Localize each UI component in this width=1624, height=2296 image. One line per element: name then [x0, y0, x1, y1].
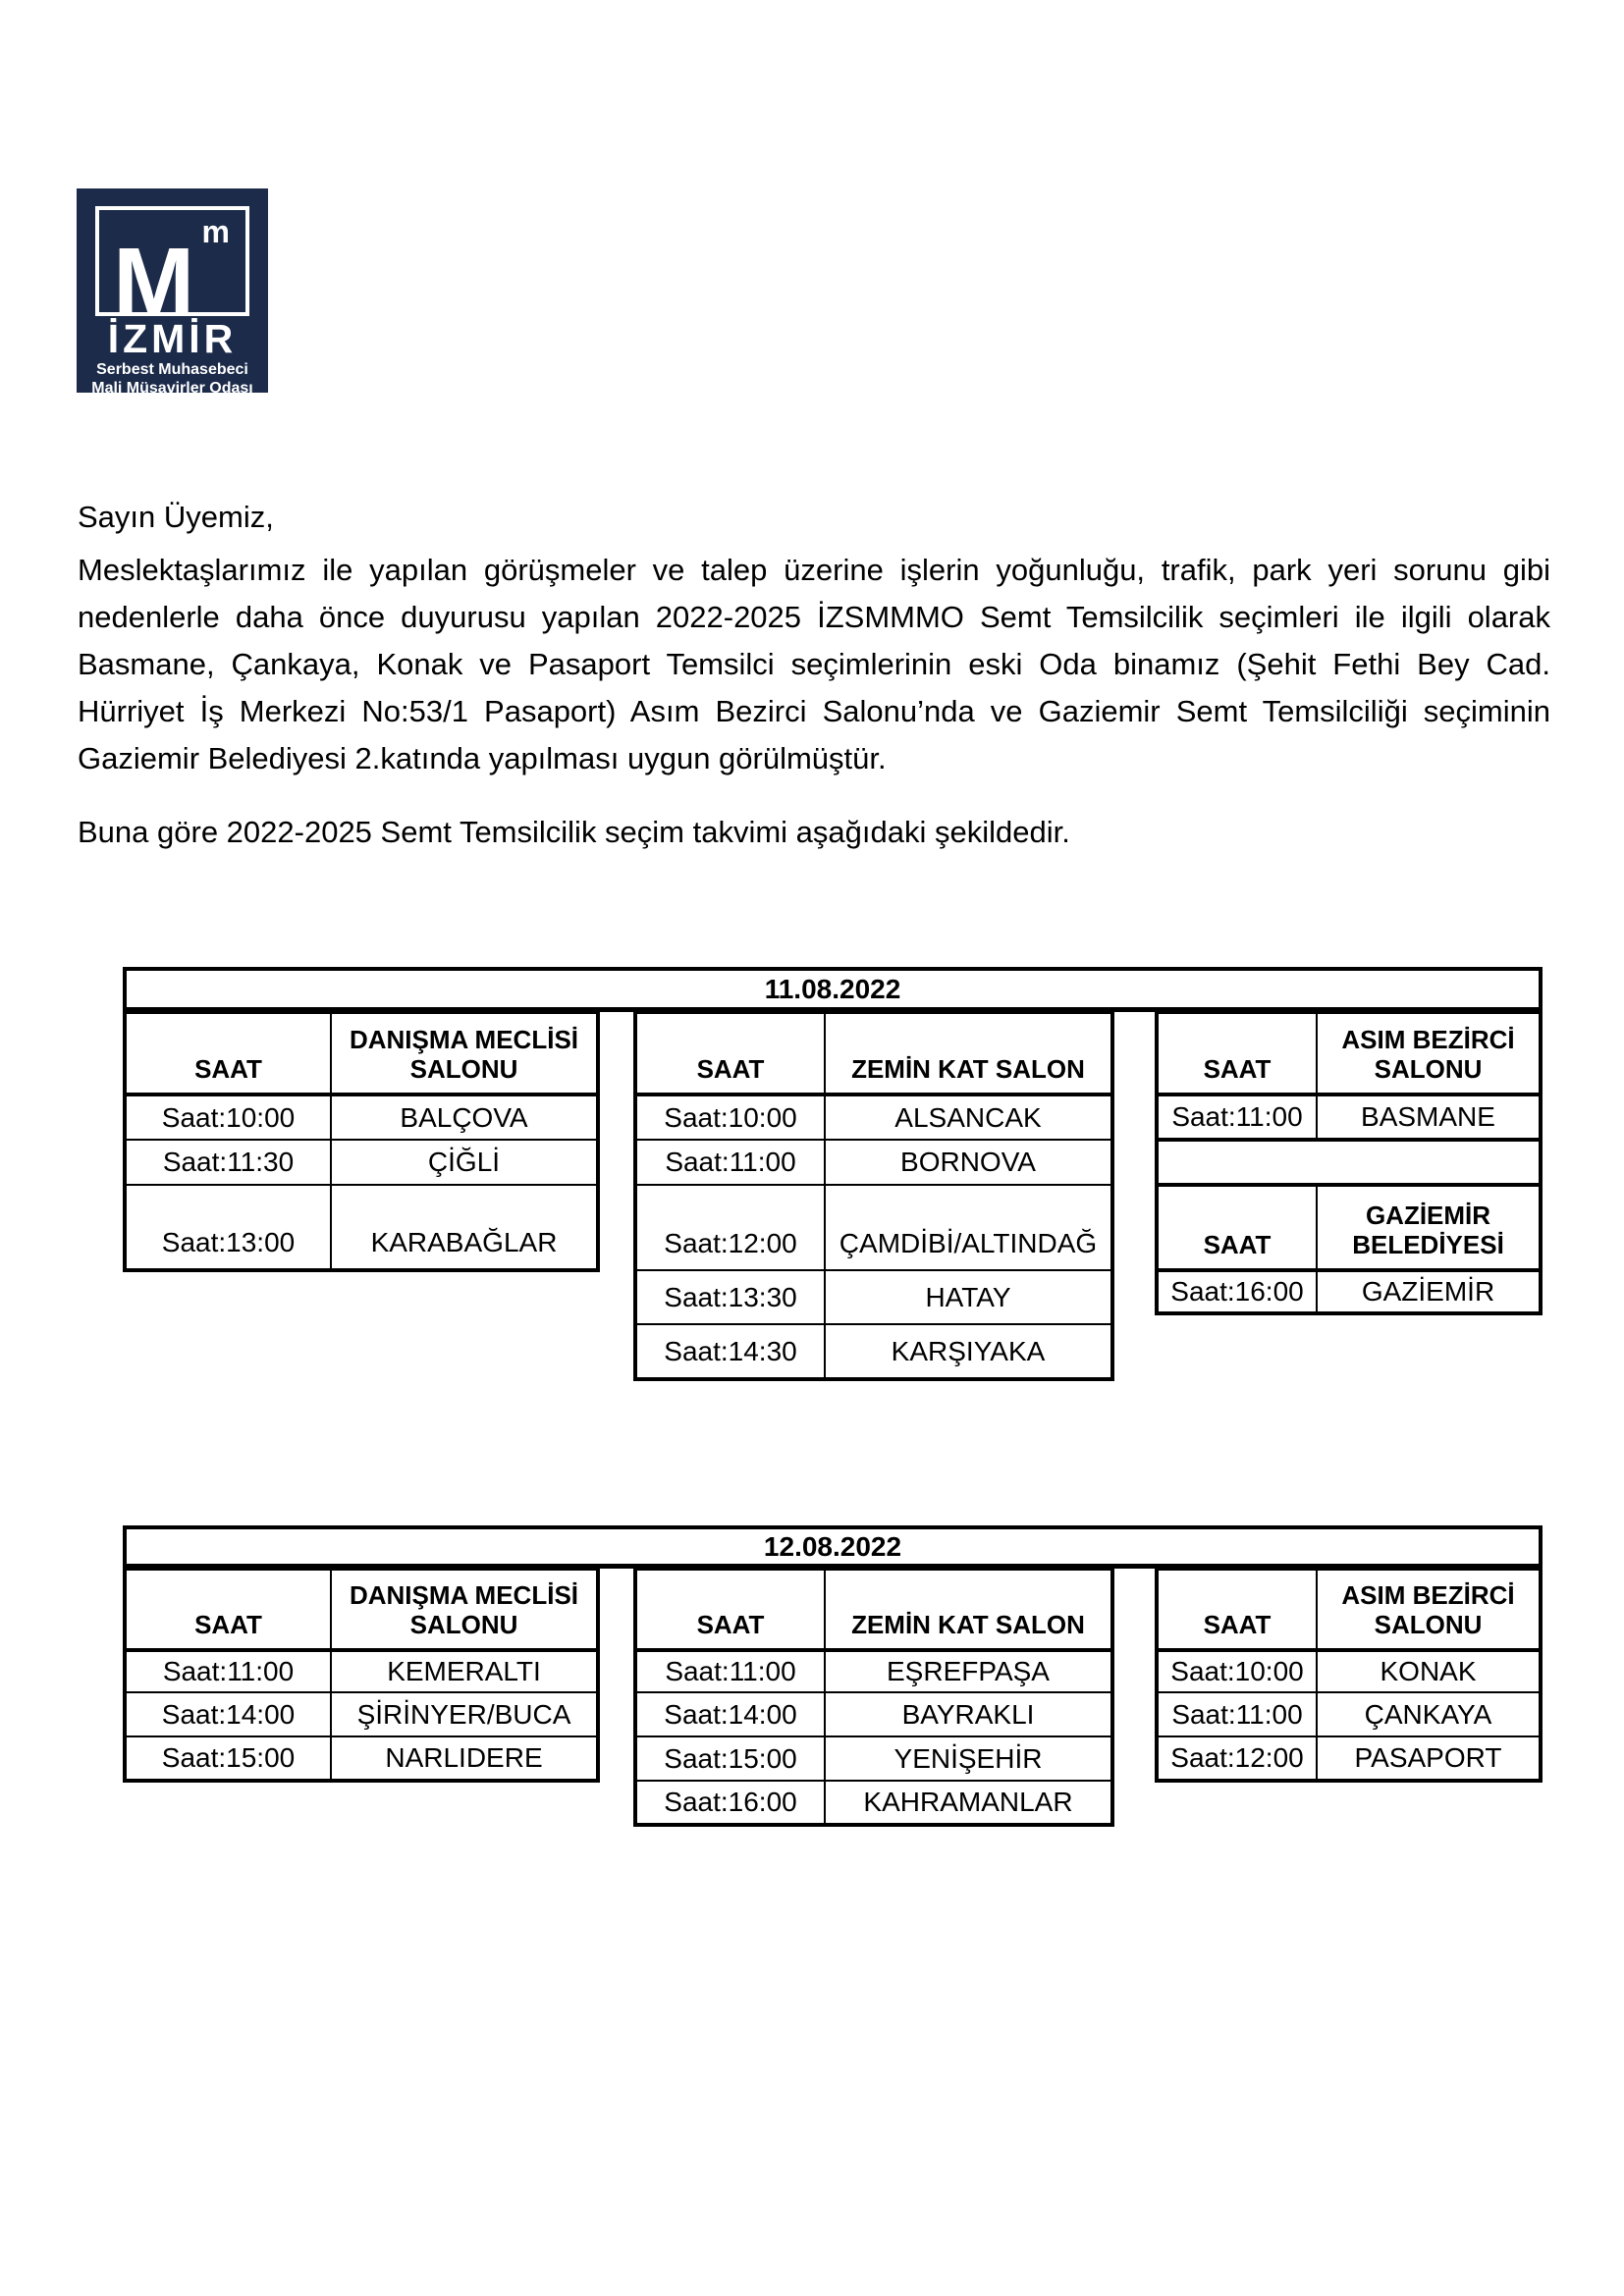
logo-monogram-frame: M m	[95, 206, 249, 332]
venue-cell: EŞREFPAŞA	[824, 1649, 1113, 1693]
time-cell: Saat:12:00	[1156, 1735, 1318, 1782]
time-cell: Saat:11:00	[1156, 1691, 1318, 1737]
logo-m-icon: M	[113, 228, 195, 338]
venue-column-header: DANIŞMA MECLİSİ SALONU	[330, 1012, 599, 1096]
time-cell: Saat:14:00	[634, 1691, 826, 1737]
venue-cell: BORNOVA	[824, 1139, 1113, 1186]
time-cell: Saat:10:00	[1156, 1649, 1318, 1693]
time-column-header: SAAT	[634, 1569, 826, 1652]
venue-cell: ÇİĞLİ	[330, 1139, 599, 1186]
venue-cell: KAHRAMANLAR	[824, 1780, 1113, 1826]
table2-date-header: 12.08.2022	[123, 1525, 1543, 1569]
table2-asimbezirci-section: SAAT ASIM BEZİRCİ SALONU Saat:10:00 KONA…	[1155, 1569, 1543, 1783]
venue-cell: ÇANKAYA	[1316, 1691, 1542, 1737]
time-column-header: SAAT	[1156, 1012, 1318, 1096]
venue-column-header: ASIM BEZİRCİ SALONU	[1316, 1569, 1542, 1652]
venue-cell: KARABAĞLAR	[330, 1184, 599, 1271]
venue-column-header: DANIŞMA MECLİSİ SALONU	[330, 1569, 599, 1652]
salutation: Sayın Üyemiz,	[78, 500, 274, 534]
time-cell: Saat:11:00	[124, 1649, 332, 1693]
table2-danisma-section: SAAT DANIŞMA MECLİSİ SALONU Saat:11:00 K…	[123, 1569, 600, 1783]
time-cell: Saat:10:00	[124, 1094, 332, 1141]
venue-cell: KARŞIYAKA	[824, 1323, 1113, 1380]
time-cell: Saat:11:00	[1156, 1094, 1318, 1141]
time-cell: Saat:13:00	[124, 1184, 332, 1271]
table1-date-header: 11.08.2022	[123, 967, 1543, 1012]
time-cell: Saat:11:00	[634, 1649, 826, 1693]
body-paragraph: Meslektaşlarımız ile yapılan görüşmeler …	[78, 553, 1550, 775]
logo-subtitle-line2: Mali Müşavirler Odası	[91, 380, 253, 398]
table1-danisma-section: SAAT DANIŞMA MECLİSİ SALONU Saat:10:00 B…	[123, 1012, 600, 1272]
time-cell: Saat:11:30	[124, 1139, 332, 1186]
venue-cell: BAYRAKLI	[824, 1691, 1113, 1737]
venue-cell: BASMANE	[1316, 1094, 1542, 1141]
schedule-intro: Buna göre 2022-2025 Semt Temsilcilik seç…	[78, 815, 1070, 849]
table1-zeminkat-section: SAAT ZEMİN KAT SALON Saat:10:00 ALSANCAK…	[633, 1012, 1114, 1381]
venue-column-header: ZEMİN KAT SALON	[824, 1569, 1113, 1652]
venue-cell: YENİŞEHİR	[824, 1735, 1113, 1782]
venue-cell: PASAPORT	[1316, 1735, 1542, 1782]
empty-spacer-row	[1156, 1138, 1542, 1187]
venue-cell: ŞİRİNYER/BUCA	[330, 1691, 599, 1737]
venue-cell: BALÇOVA	[330, 1094, 599, 1141]
table2-zeminkat-section: SAAT ZEMİN KAT SALON Saat:11:00 EŞREFPAŞ…	[633, 1569, 1114, 1827]
venue-column-header: ASIM BEZİRCİ SALONU	[1316, 1012, 1542, 1096]
time-column-header: SAAT	[124, 1569, 332, 1652]
time-cell: Saat:15:00	[124, 1735, 332, 1782]
venue-cell: GAZİEMİR	[1316, 1269, 1542, 1314]
venue-cell: KEMERALTI	[330, 1649, 599, 1693]
time-cell: Saat:14:30	[634, 1323, 826, 1380]
time-cell: Saat:13:30	[634, 1269, 826, 1325]
time-column-header: SAAT	[1156, 1569, 1318, 1652]
time-column-header: SAAT	[1156, 1183, 1318, 1272]
venue-cell: NARLIDERE	[330, 1735, 599, 1782]
time-cell: Saat:11:00	[634, 1139, 826, 1186]
time-cell: Saat:16:00	[634, 1780, 826, 1826]
venue-column-header: GAZİEMİR BELEDİYESİ	[1316, 1183, 1542, 1272]
time-cell: Saat:10:00	[634, 1094, 826, 1141]
table1-asimbezirci-section: SAAT ASIM BEZİRCİ SALONU Saat:11:00 BASM…	[1155, 1012, 1543, 1315]
time-cell: Saat:15:00	[634, 1735, 826, 1782]
time-column-header: SAAT	[634, 1012, 826, 1096]
logo-city-text: İZMİR	[107, 316, 238, 361]
time-cell: Saat:12:00	[634, 1184, 826, 1271]
venue-cell: HATAY	[824, 1269, 1113, 1325]
time-cell: Saat:16:00	[1156, 1269, 1318, 1314]
venue-cell: ÇAMDİBİ/ALTINDAĞ	[824, 1184, 1113, 1271]
izsmmmo-logo: M m İZMİR Serbest Muhasebeci Mali Müşavi…	[77, 188, 268, 397]
venue-column-header: ZEMİN KAT SALON	[824, 1012, 1113, 1096]
venue-cell: ALSANCAK	[824, 1094, 1113, 1141]
logo-subtitle-line1: Serbest Muhasebeci	[96, 361, 248, 379]
venue-cell: KONAK	[1316, 1649, 1542, 1693]
time-column-header: SAAT	[124, 1012, 332, 1096]
logo-m-small-icon: m	[201, 214, 230, 249]
time-cell: Saat:14:00	[124, 1691, 332, 1737]
